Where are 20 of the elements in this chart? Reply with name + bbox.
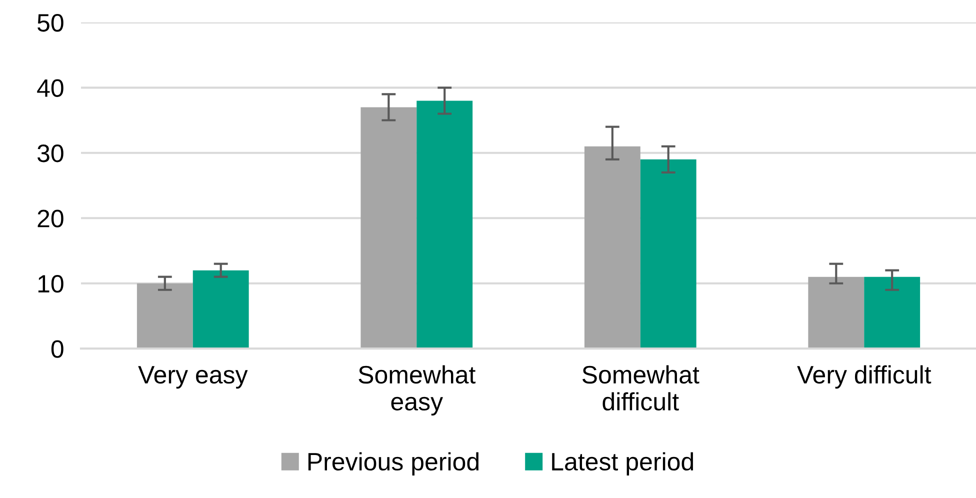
x-tick-label: Somewhat difficult (582, 365, 700, 411)
bar (416, 100, 473, 349)
y-tick-label: 50 (38, 14, 64, 32)
x-tick-label: Very easy (138, 366, 248, 389)
bar (640, 159, 696, 349)
y-tick-label: 20 (38, 210, 64, 228)
bar (360, 107, 417, 349)
y-tick-label: 30 (37, 144, 64, 162)
bar (584, 146, 640, 349)
legend-label: Previous period (308, 452, 478, 476)
legend-label: Latest period (552, 452, 694, 476)
y-tick-label: 10 (38, 274, 64, 293)
y-tick-label: 0 (51, 340, 64, 358)
bar (864, 276, 920, 349)
bar (136, 283, 193, 349)
bar (808, 276, 864, 349)
bar (192, 270, 249, 349)
y-tick-label: 40 (37, 79, 64, 97)
x-tick-label: Somewhat easy (358, 365, 476, 416)
x-tick-label: Very difficult (797, 365, 932, 389)
